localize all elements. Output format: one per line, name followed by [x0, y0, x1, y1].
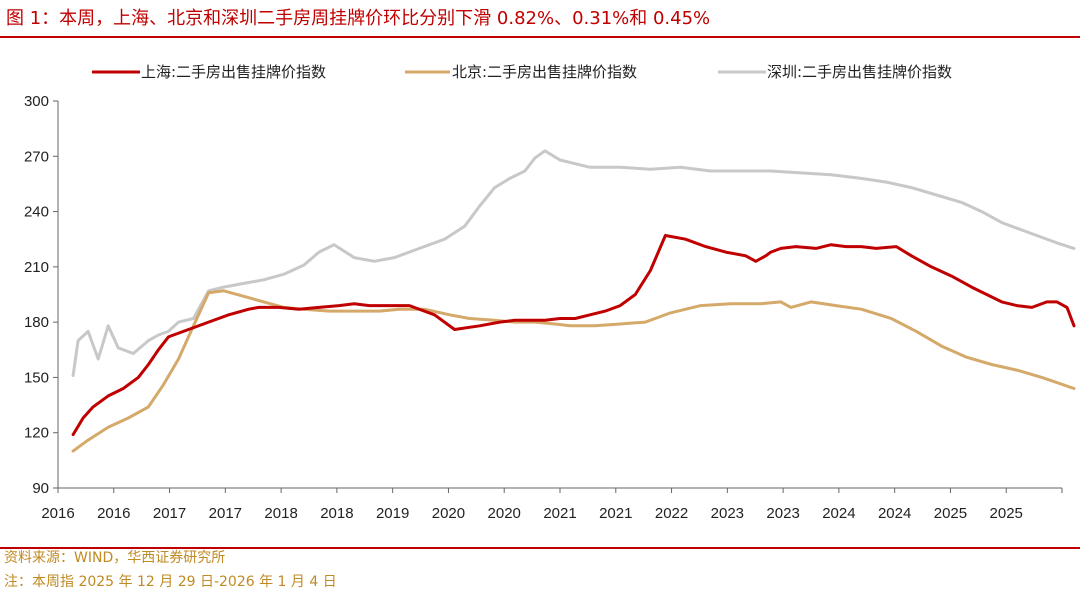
line-chart: 上海:二手房出售挂牌价指数 北京:二手房出售挂牌价指数 深圳:二手房出售挂牌价指…	[24, 63, 1076, 522]
legend-label-beijing: 北京:二手房出售挂牌价指数	[452, 63, 637, 81]
x-tick-label: 2023	[766, 505, 799, 522]
title-divider	[0, 36, 1080, 38]
x-tick-label: 2020	[488, 505, 521, 522]
x-tick-label: 2025	[990, 505, 1023, 522]
y-tick-label: 210	[24, 259, 49, 276]
x-tick-label: 2018	[320, 505, 353, 522]
legend-label-shanghai: 上海:二手房出售挂牌价指数	[141, 63, 326, 81]
series-line-beijing	[71, 289, 1076, 453]
x-tick-label: 2021	[543, 505, 576, 522]
y-tick-label: 120	[24, 425, 49, 442]
x-tick-label: 2020	[432, 505, 465, 522]
x-tick-label: 2016	[97, 505, 130, 522]
y-tick-label: 300	[24, 93, 49, 110]
y-tick-label: 90	[32, 480, 49, 497]
x-tick-label: 2022	[655, 505, 688, 522]
x-tick-label: 2019	[376, 505, 409, 522]
chart-legend: 上海:二手房出售挂牌价指数 北京:二手房出售挂牌价指数 深圳:二手房出售挂牌价指…	[92, 63, 952, 81]
series-line-shenzhen	[71, 149, 1076, 378]
x-tick-label: 2024	[822, 505, 855, 522]
x-tick-label: 2017	[153, 505, 186, 522]
y-tick-label: 270	[24, 148, 49, 165]
x-tick-label: 2024	[878, 505, 911, 522]
x-tick-label: 2018	[264, 505, 297, 522]
chart-title: 图 1：本周，上海、北京和深圳二手房周挂牌价环比分别下滑 0.82%、0.31%…	[6, 8, 711, 29]
chart-axes: 90 120 150 180 210 240 270 300 2016 2016 2017 2017 2…	[24, 93, 1063, 522]
x-tick-label: 2017	[209, 505, 242, 522]
x-tick-label: 2025	[934, 505, 967, 522]
y-tick-label: 240	[24, 204, 49, 221]
chart-series	[71, 149, 1076, 453]
x-tick-label: 2016	[41, 505, 74, 522]
period-note: 注：本周指 2025 年 12 月 29 日-2026 年 1 月 4 日	[4, 574, 337, 590]
x-tick-label: 2023	[711, 505, 744, 522]
footer-divider	[0, 547, 1080, 549]
series-line-shanghai	[71, 234, 1076, 437]
x-tick-label: 2021	[599, 505, 632, 522]
y-tick-label: 180	[24, 314, 49, 331]
source-note: 资料来源：WIND，华西证券研究所	[4, 550, 226, 566]
legend-label-shenzhen: 深圳:二手房出售挂牌价指数	[767, 63, 952, 81]
y-tick-label: 150	[24, 369, 49, 386]
